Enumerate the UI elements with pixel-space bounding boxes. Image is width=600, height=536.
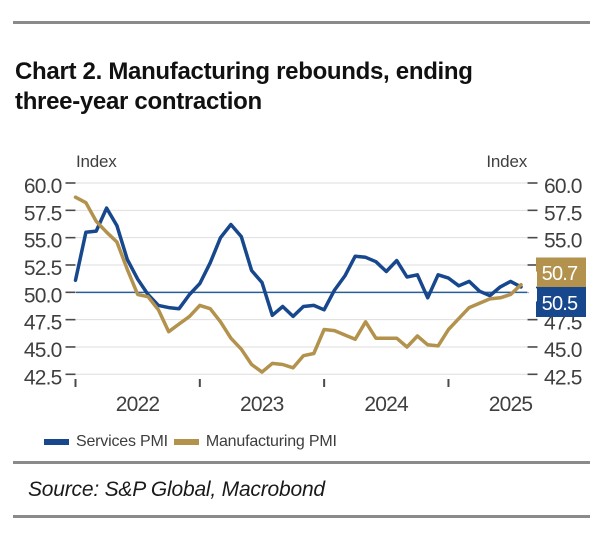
- callout-value-manufacturing-pmi: 50.7: [542, 263, 578, 285]
- series-line-services-pmi: [73, 206, 523, 319]
- y-axis-label-right: 47.5: [544, 312, 582, 335]
- y-axis-label-left: 57.5: [24, 202, 62, 225]
- y-axis-label-left: 52.5: [24, 257, 62, 280]
- series-line-manufacturing-pmi: [73, 195, 523, 374]
- chart-title: Chart 2. Manufacturing rebounds, ending …: [15, 57, 590, 117]
- y-axis-label-left: 45.0: [24, 339, 62, 362]
- x-year-label: 2022: [116, 393, 160, 416]
- callout-wedge-services-pmi: [524, 287, 537, 302]
- legend-item-services-pmi: Services PMI: [44, 433, 168, 451]
- chart-title-line-2: three-year contraction: [15, 88, 262, 115]
- chart-legend: Services PMI Manufacturing PMI: [44, 432, 343, 452]
- y-axis-label-left: 55.0: [24, 230, 62, 253]
- index-unit-label-right: Index: [486, 152, 527, 171]
- callout-box-manufacturing-pmi: [536, 257, 586, 287]
- services-line-swatch: [44, 439, 69, 445]
- top-divider: [13, 21, 590, 24]
- y-axis-label-right: 42.5: [544, 366, 582, 389]
- callout-box-services-pmi: [536, 287, 586, 317]
- legend-item-manufacturing-pmi: Manufacturing PMI: [173, 433, 337, 451]
- source-note: Source: S&P Global, Macrobond: [28, 478, 325, 501]
- source-divider-top: [13, 461, 590, 464]
- y-axis-label-left: 42.5: [24, 366, 62, 389]
- index-unit-label-left: Index: [76, 152, 117, 171]
- manufacturing-line-swatch: [173, 439, 199, 445]
- y-axis-label-right: 55.0: [544, 230, 582, 253]
- y-axis-label-left: 50.0: [24, 284, 62, 307]
- chart-title-line-1: Chart 2. Manufacturing rebounds, ending: [15, 58, 473, 85]
- y-axis-label-right: 57.5: [544, 202, 582, 225]
- y-axis-label-right: 45.0: [544, 339, 582, 362]
- x-year-label: 2024: [364, 393, 409, 416]
- y-axis-label-left: 47.5: [24, 312, 62, 335]
- x-year-label: 2023: [240, 393, 284, 416]
- legend-label-manufacturing: Manufacturing PMI: [205, 433, 337, 450]
- legend-label-services: Services PMI: [76, 433, 168, 450]
- callout-wedge-manufacturing-pmi: [524, 271, 537, 287]
- source-divider-bottom: [13, 515, 590, 518]
- callout-value-services-pmi: 50.5: [542, 293, 578, 315]
- y-axis-label-right: 60.0: [544, 175, 582, 198]
- x-year-label: 2025: [489, 393, 533, 416]
- y-axis-label-left: 60.0: [24, 175, 62, 198]
